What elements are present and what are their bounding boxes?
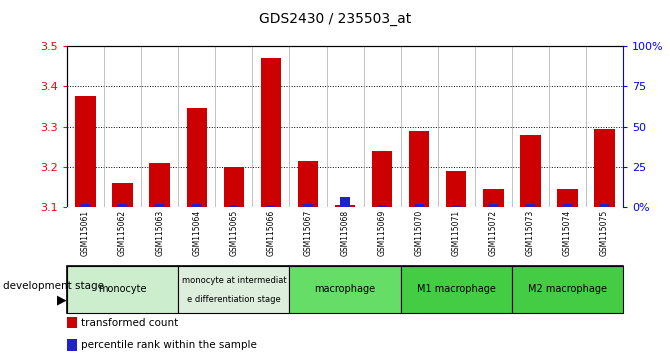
Bar: [67, 317, 77, 329]
Text: macrophage: macrophage: [314, 284, 376, 295]
Bar: [372, 151, 393, 207]
Bar: [178, 266, 289, 313]
Text: GSM115066: GSM115066: [267, 210, 275, 256]
Bar: [81, 204, 90, 207]
Bar: [289, 266, 401, 313]
Bar: [155, 204, 164, 207]
Text: GSM115061: GSM115061: [81, 210, 90, 256]
Bar: [304, 204, 313, 207]
Bar: [446, 171, 466, 207]
Bar: [149, 163, 170, 207]
Text: ▶: ▶: [57, 293, 66, 307]
Text: GSM115065: GSM115065: [229, 210, 239, 256]
Bar: [557, 189, 578, 207]
Text: GSM115063: GSM115063: [155, 210, 164, 256]
Text: GSM115069: GSM115069: [378, 210, 387, 256]
Bar: [261, 58, 281, 207]
Text: monocyte at intermediat: monocyte at intermediat: [182, 276, 286, 285]
Bar: [520, 135, 541, 207]
Text: GSM115073: GSM115073: [526, 210, 535, 256]
Text: M2 macrophage: M2 macrophage: [528, 284, 607, 295]
Text: GSM115075: GSM115075: [600, 210, 609, 256]
Text: GSM115068: GSM115068: [340, 210, 350, 256]
Text: development stage: development stage: [3, 281, 105, 291]
Bar: [229, 205, 239, 207]
Bar: [377, 205, 387, 207]
Bar: [335, 205, 355, 207]
Bar: [563, 204, 572, 207]
Bar: [415, 204, 424, 207]
Bar: [67, 266, 178, 313]
Bar: [600, 204, 609, 207]
Text: GSM115067: GSM115067: [304, 210, 312, 256]
Bar: [118, 204, 127, 207]
Text: GSM115074: GSM115074: [563, 210, 572, 256]
Text: GSM115072: GSM115072: [489, 210, 498, 256]
Text: GSM115070: GSM115070: [415, 210, 423, 256]
Bar: [483, 189, 504, 207]
Bar: [113, 183, 133, 207]
Bar: [594, 129, 615, 207]
Bar: [186, 108, 207, 207]
Text: M1 macrophage: M1 macrophage: [417, 284, 496, 295]
Bar: [192, 204, 202, 207]
Text: monocyte: monocyte: [98, 284, 147, 295]
Text: GSM115071: GSM115071: [452, 210, 461, 256]
Bar: [401, 266, 512, 313]
Bar: [526, 204, 535, 207]
Bar: [488, 204, 498, 207]
Text: GSM115064: GSM115064: [192, 210, 201, 256]
Bar: [67, 339, 77, 351]
Bar: [340, 198, 350, 207]
Text: e differentiation stage: e differentiation stage: [187, 295, 281, 304]
Text: GDS2430 / 235503_at: GDS2430 / 235503_at: [259, 12, 411, 27]
Bar: [512, 266, 623, 313]
Bar: [224, 167, 244, 207]
Bar: [266, 205, 275, 207]
Bar: [409, 131, 429, 207]
Text: GSM115062: GSM115062: [118, 210, 127, 256]
Bar: [452, 205, 461, 207]
Bar: [75, 96, 96, 207]
Bar: [297, 161, 318, 207]
Text: percentile rank within the sample: percentile rank within the sample: [81, 340, 257, 350]
Text: transformed count: transformed count: [81, 318, 178, 328]
